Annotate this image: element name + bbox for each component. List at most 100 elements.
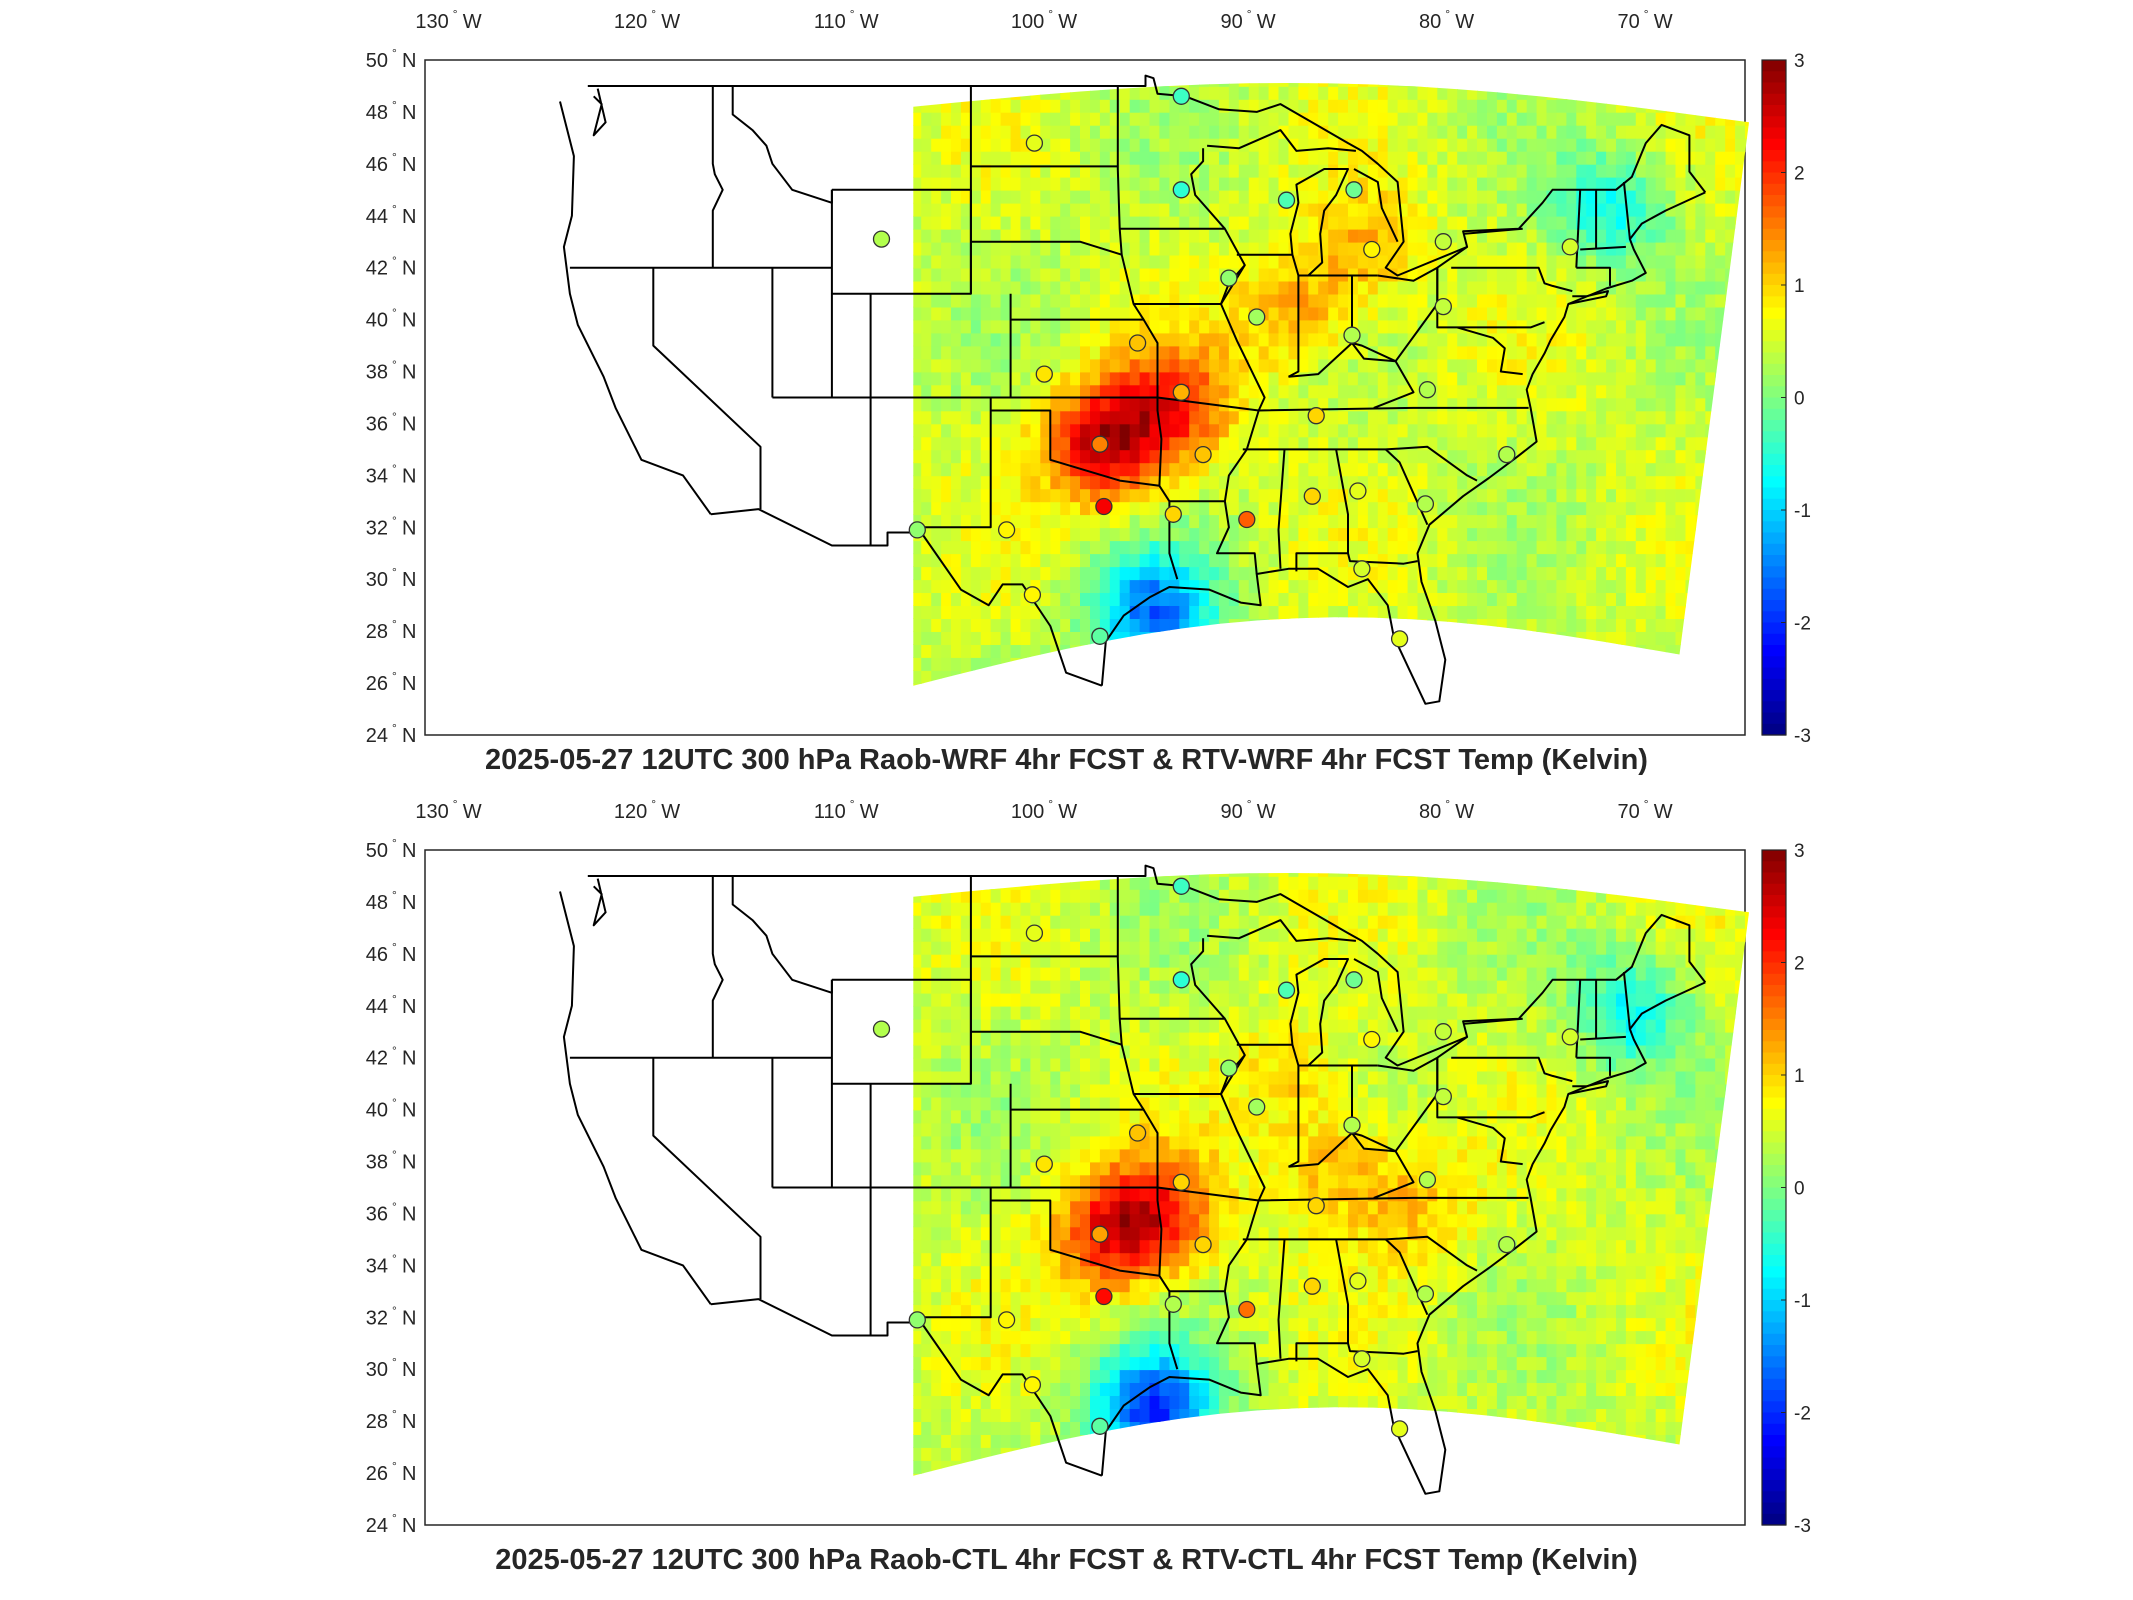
field-cell bbox=[1030, 462, 1042, 477]
field-cell bbox=[1705, 124, 1716, 139]
field-cell bbox=[1258, 553, 1270, 568]
field-cell bbox=[1199, 423, 1210, 438]
field-cell bbox=[1308, 475, 1319, 490]
field-cell bbox=[1596, 462, 1607, 477]
lon-tick-label: 100 ° W bbox=[1011, 7, 1077, 33]
field-cell bbox=[941, 605, 952, 619]
field-cell bbox=[1576, 592, 1587, 606]
field-cell bbox=[1606, 462, 1617, 477]
field-cell bbox=[1288, 150, 1300, 165]
field-cell bbox=[1199, 371, 1210, 386]
field-cell bbox=[1606, 631, 1617, 645]
field-cell bbox=[1328, 423, 1339, 438]
field-cell bbox=[1219, 150, 1230, 165]
raob-station-marker bbox=[1194, 445, 1212, 464]
field-cell bbox=[1457, 488, 1468, 503]
field-cell bbox=[1407, 501, 1419, 516]
field-cell bbox=[1427, 423, 1439, 438]
field-cell bbox=[951, 837, 962, 851]
field-cell bbox=[1526, 605, 1538, 619]
raob-station-marker bbox=[1363, 240, 1381, 259]
field-cell bbox=[1338, 111, 1349, 126]
field-cell bbox=[1248, 449, 1260, 464]
field-cell bbox=[970, 462, 982, 477]
field-cell bbox=[951, 927, 962, 942]
field-cell bbox=[1090, 267, 1101, 282]
field-cell bbox=[1099, 449, 1111, 464]
field-cell bbox=[1348, 124, 1359, 139]
boundary-line bbox=[731, 86, 833, 204]
field-cell bbox=[1030, 345, 1042, 360]
field-cell bbox=[1060, 579, 1071, 593]
field-cell bbox=[960, 358, 972, 373]
field-cell bbox=[1686, 47, 1697, 61]
field-cell bbox=[1496, 124, 1508, 139]
field-cell bbox=[1487, 215, 1498, 230]
field-cell bbox=[1139, 501, 1151, 516]
field-cell bbox=[1348, 111, 1359, 126]
field-cell bbox=[1278, 293, 1290, 308]
field-cell bbox=[1109, 436, 1121, 451]
field-cell bbox=[1665, 566, 1677, 581]
field-cell bbox=[1675, 566, 1687, 581]
field-cell bbox=[1020, 319, 1032, 334]
field-cell bbox=[1516, 462, 1528, 477]
field-cell bbox=[1099, 86, 1111, 100]
field-cell bbox=[921, 345, 932, 360]
field-cell bbox=[970, 1252, 982, 1267]
field-cell bbox=[1040, 631, 1051, 645]
field-cell bbox=[1506, 618, 1518, 632]
field-cell bbox=[1070, 605, 1081, 619]
field-cell bbox=[1000, 124, 1012, 139]
field-cell bbox=[1010, 566, 1022, 581]
field-cell bbox=[1308, 254, 1319, 269]
field-cell bbox=[1655, 410, 1667, 425]
field-cell bbox=[1219, 371, 1230, 386]
field-cell bbox=[1268, 163, 1280, 178]
field-cell bbox=[913, 1161, 922, 1176]
field-cell bbox=[1338, 475, 1349, 490]
field-cell bbox=[1020, 410, 1032, 425]
field-cell bbox=[1675, 163, 1687, 178]
field-cell bbox=[1020, 228, 1032, 243]
field-cell bbox=[1695, 397, 1707, 412]
field-cell bbox=[913, 670, 922, 684]
field-cell bbox=[1080, 514, 1091, 529]
field-cell bbox=[1516, 579, 1528, 593]
field-cell bbox=[1447, 150, 1458, 165]
field-cell bbox=[1050, 579, 1061, 593]
field-cell bbox=[1586, 98, 1597, 113]
field-cell bbox=[941, 1174, 952, 1189]
field-cell bbox=[1606, 501, 1617, 516]
field-cell bbox=[1219, 137, 1230, 152]
field-cell bbox=[951, 449, 962, 464]
field-cell bbox=[1119, 436, 1131, 451]
lon-tick-label: 120 ° W bbox=[614, 7, 680, 33]
colorbar-tick-label: 2 bbox=[1794, 164, 1805, 185]
field-cell bbox=[1070, 163, 1081, 178]
field-cell bbox=[960, 501, 972, 516]
field-cell bbox=[1596, 384, 1607, 399]
field-cell bbox=[1417, 475, 1429, 490]
field-cell bbox=[1745, 228, 1749, 243]
colorbar-segment bbox=[1762, 138, 1786, 151]
field-cell bbox=[1258, 137, 1270, 152]
field-cell bbox=[951, 1096, 962, 1111]
field-cell bbox=[1576, 618, 1587, 632]
field-cell bbox=[1427, 111, 1439, 126]
field-cell bbox=[1457, 605, 1468, 619]
field-cell bbox=[1467, 241, 1478, 256]
field-cell bbox=[1665, 501, 1677, 516]
field-cell bbox=[1635, 254, 1647, 269]
field-cell bbox=[1129, 384, 1141, 399]
field-cell bbox=[941, 644, 952, 658]
field-cell bbox=[1278, 124, 1290, 139]
field-cell bbox=[1427, 488, 1439, 503]
field-cell bbox=[1477, 280, 1488, 295]
field-cell bbox=[941, 384, 952, 399]
field-cell bbox=[1377, 566, 1389, 581]
field-cell bbox=[1397, 579, 1409, 593]
field-cell bbox=[1139, 449, 1151, 464]
field-cell bbox=[1149, 98, 1161, 113]
field-cell bbox=[960, 1070, 972, 1085]
